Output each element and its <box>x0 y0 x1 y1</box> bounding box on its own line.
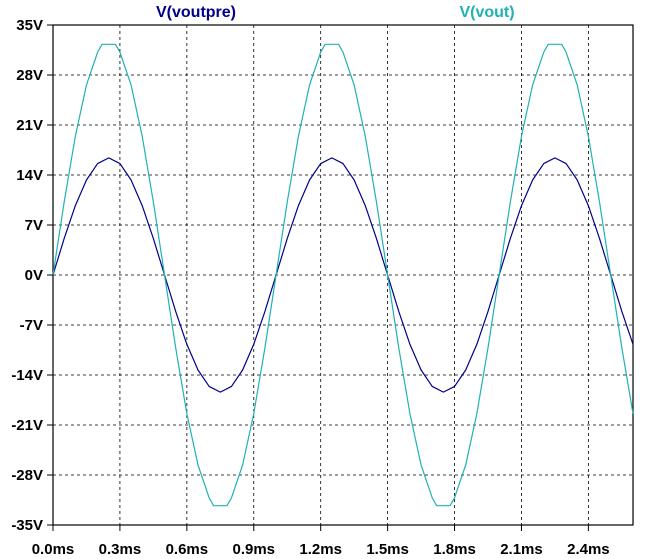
x-tick-label: 0.3ms <box>99 541 142 558</box>
axis-ticks: 0.0ms 0.3ms 0.6ms 0.9ms 1.2ms 1.5ms 1.8ms 2.1ms… <box>11 17 609 558</box>
x-tick-label: 0.9ms <box>232 541 275 558</box>
y-tick-label: -28V <box>11 467 43 484</box>
x-tick-label: 2.1ms <box>500 541 543 558</box>
y-tick-label: 28V <box>16 67 43 84</box>
x-tick-label: 1.5ms <box>366 541 409 558</box>
y-tick-label: -35V <box>11 517 43 534</box>
x-tick-label: 2.4ms <box>567 541 610 558</box>
series-line-vout <box>52 43 634 507</box>
legend-label-vout: V(vout) <box>459 4 514 21</box>
y-tick-label: -7V <box>20 317 43 334</box>
legend: V(voutpre) V(vout) <box>156 4 515 21</box>
y-tick-label: -21V <box>11 417 43 434</box>
x-tick-label: 0.6ms <box>166 541 209 558</box>
x-tick-label: 1.8ms <box>433 541 476 558</box>
x-tick-label: 0.0ms <box>32 541 75 558</box>
y-tick-label: 35V <box>16 17 43 34</box>
y-tick-label: 14V <box>16 167 43 184</box>
grid-lines <box>53 25 633 525</box>
legend-label-voutpre: V(voutpre) <box>156 4 236 21</box>
series-traces <box>52 43 634 507</box>
series-line-voutpre <box>52 157 634 393</box>
y-tick-label: -14V <box>11 367 43 384</box>
y-tick-label: 7V <box>25 217 43 234</box>
y-tick-label: 0V <box>25 267 43 284</box>
x-tick-label: 1.2ms <box>299 541 342 558</box>
y-tick-label: 21V <box>16 117 43 134</box>
